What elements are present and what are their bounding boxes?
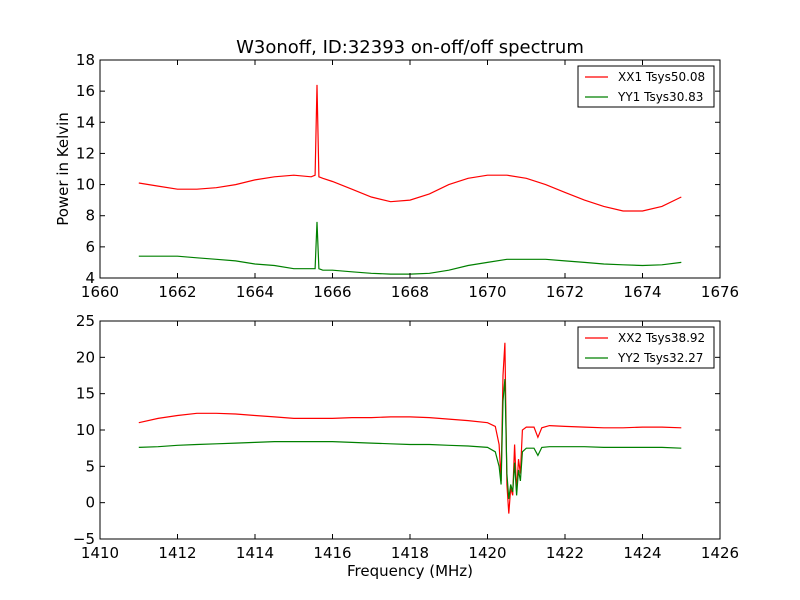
x-tick-label-1-4: 1418 [391, 544, 429, 562]
figure-title: W3onoff, ID:32393 on-off/off spectrum [236, 37, 584, 58]
x-tick-label-0-0: 1660 [81, 283, 119, 301]
y-tick-label-0-7: 18 [76, 51, 95, 69]
legend-label-0-0: XX1 Tsys50.08 [618, 70, 705, 84]
top-panel-ylabel: Power in Kelvin [54, 112, 72, 226]
x-tick-label-0-6: 1672 [546, 283, 584, 301]
x-tick-label-1-0: 1410 [81, 544, 119, 562]
legend-box-0 [577, 65, 715, 108]
y-tick-label-0-1: 6 [85, 238, 95, 256]
y-tick-label-1-5: 20 [76, 348, 95, 366]
x-tick-label-1-7: 1424 [623, 544, 661, 562]
x-tick-label-0-5: 1670 [468, 283, 506, 301]
x-tick-label-0-7: 1674 [623, 283, 661, 301]
series-line-0-1 [138, 221, 682, 275]
x-tick-label-1-3: 1416 [313, 544, 351, 562]
legend-label-1-0: XX2 Tsys38.92 [618, 331, 705, 345]
x-tick-label-0-4: 1668 [391, 283, 429, 301]
legend-label-0-1: YY1 Tsys30.83 [617, 90, 703, 104]
y-tick-label-1-2: 5 [85, 457, 95, 475]
x-tick-label-1-8: 1426 [701, 544, 739, 562]
x-tick-label-0-8: 1676 [701, 283, 739, 301]
y-tick-label-0-6: 16 [76, 82, 95, 100]
y-tick-label-0-0: 4 [85, 269, 95, 287]
series-line-1-1 [138, 379, 682, 500]
y-tick-label-1-6: 25 [76, 312, 95, 330]
x-tick-label-0-2: 1664 [236, 283, 274, 301]
legend-box-1 [577, 326, 715, 369]
bottom-panel-xlabel: Frequency (MHz) [347, 562, 473, 580]
y-tick-label-1-4: 15 [76, 385, 95, 403]
y-tick-label-0-5: 14 [76, 113, 95, 131]
series-line-1-0 [138, 342, 682, 514]
series-line-0-0 [138, 84, 682, 212]
y-tick-label-1-1: 0 [85, 494, 95, 512]
x-tick-label-1-2: 1414 [236, 544, 274, 562]
y-tick-label-1-3: 10 [76, 421, 95, 439]
x-tick-label-0-3: 1666 [313, 283, 351, 301]
x-tick-label-1-6: 1422 [546, 544, 584, 562]
x-tick-label-0-1: 1662 [158, 283, 196, 301]
y-tick-label-0-2: 8 [85, 207, 95, 225]
x-tick-label-1-5: 1420 [468, 544, 506, 562]
top-panel: 1660 1662 1664 1666 1668 1670 1672 1674 1676 4 6 8 1… [76, 51, 739, 301]
bottom-panel: 1410 1412 1414 1416 1418 1420 1422 1424 1426 −5 0 5… [73, 312, 739, 562]
legend-label-1-1: YY2 Tsys32.27 [617, 351, 703, 365]
y-tick-label-1-0: −5 [73, 530, 95, 548]
y-tick-label-0-3: 10 [76, 176, 95, 194]
x-tick-label-1-1: 1412 [158, 544, 196, 562]
y-tick-label-0-4: 12 [76, 144, 95, 162]
